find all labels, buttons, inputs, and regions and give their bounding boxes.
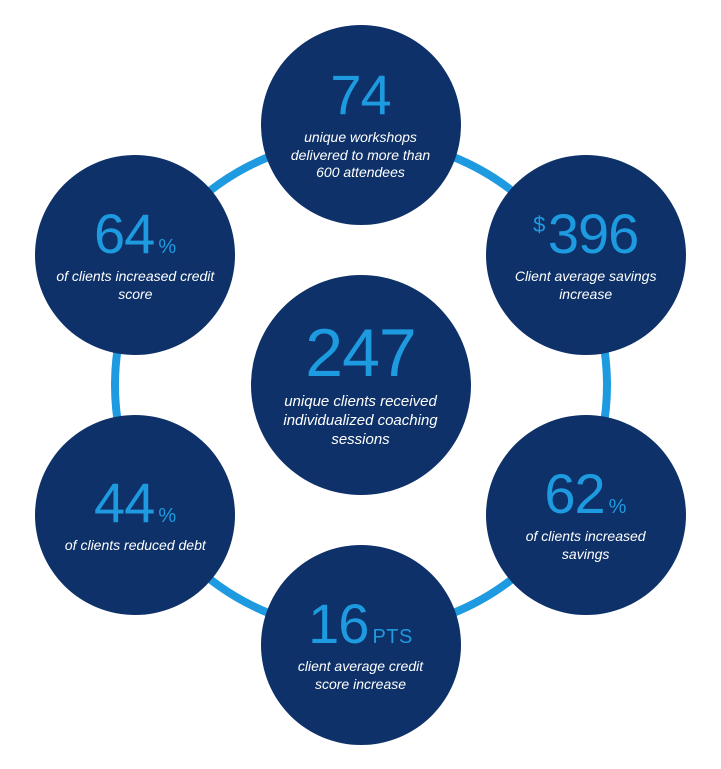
stat-value: 74: [330, 67, 390, 123]
stat-bubble-4: 44 % of clients reduced debt: [35, 415, 235, 615]
center-value-row: 247: [305, 319, 415, 387]
stat-value: 64: [94, 206, 154, 262]
stat-desc: of clients reduced debt: [65, 537, 206, 555]
value-suffix: PTS: [372, 627, 412, 647]
value-suffix: %: [158, 237, 176, 257]
stat-bubble-2: 62 % of clients increased savings: [486, 415, 686, 615]
value-row: 62 %: [544, 466, 627, 522]
stat-desc: Client average savings increase: [506, 268, 666, 303]
stat-desc: client average credit score increase: [281, 658, 441, 693]
stat-value: 16: [308, 596, 368, 652]
value-row: 74: [330, 67, 390, 123]
stat-desc: of clients increased credit score: [55, 268, 215, 303]
value-row: 64 %: [94, 206, 177, 262]
value-suffix: %: [609, 497, 627, 517]
value-row: 44 %: [94, 475, 177, 531]
stat-bubble-5: 64 % of clients increased credit score: [35, 155, 235, 355]
value-prefix: $: [533, 214, 546, 236]
stat-value: 396: [548, 206, 638, 262]
center-value: 247: [305, 319, 415, 387]
stat-bubble-3: 16 PTS client average credit score incre…: [261, 545, 461, 745]
center-desc: unique clients received individualized c…: [266, 393, 456, 449]
value-row: $ 396: [533, 206, 638, 262]
value-suffix: %: [158, 506, 176, 526]
value-row: 16 PTS: [308, 596, 413, 652]
stat-bubble-1: $ 396 Client average savings increase: [486, 155, 686, 355]
stat-bubble-center: 247 unique clients received individualiz…: [251, 275, 471, 495]
stat-desc: unique workshops delivered to more than …: [281, 129, 441, 182]
stat-value: 62: [544, 466, 604, 522]
infographic-container: 247 unique clients received individualiz…: [11, 15, 711, 755]
stat-desc: of clients increased savings: [506, 528, 666, 563]
stat-bubble-0: 74 unique workshops delivered to more th…: [261, 25, 461, 225]
stat-value: 44: [94, 475, 154, 531]
